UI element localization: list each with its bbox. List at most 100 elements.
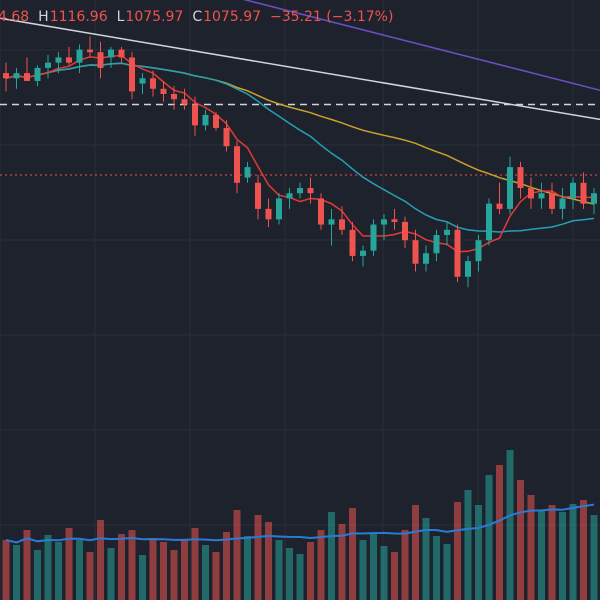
candle-body xyxy=(223,127,230,147)
volume-bar xyxy=(233,510,241,600)
volume-bar xyxy=(34,550,41,600)
candle-body xyxy=(475,240,482,262)
candle-body xyxy=(234,146,240,183)
volume-bar xyxy=(191,528,199,600)
candle-body xyxy=(318,198,324,225)
candle-body xyxy=(570,182,576,199)
volume-bar xyxy=(97,520,104,600)
candle-body xyxy=(160,88,167,94)
volume-bar xyxy=(286,548,293,600)
candle-body xyxy=(391,219,398,222)
candle-body xyxy=(307,188,314,194)
candle-body xyxy=(13,73,20,79)
volume-bar xyxy=(506,450,514,600)
volume-bar xyxy=(559,512,566,600)
volume-bar xyxy=(349,508,356,600)
volume-bar xyxy=(23,530,31,600)
volume-bar xyxy=(538,510,545,600)
candle-body xyxy=(213,114,219,128)
volume-ma xyxy=(5,503,595,544)
candle-body xyxy=(108,49,114,58)
volume-bar xyxy=(254,515,262,600)
candle-body xyxy=(255,182,261,209)
volume-bar xyxy=(517,480,524,600)
volume-bar xyxy=(475,505,482,600)
volume-bar xyxy=(244,536,251,600)
candle-body xyxy=(76,49,83,63)
candle-body xyxy=(538,193,545,199)
candle-body xyxy=(45,62,51,68)
candle-body xyxy=(276,198,282,220)
candle-body xyxy=(66,57,72,63)
candle-body xyxy=(24,73,30,81)
candle-body xyxy=(202,114,209,126)
volume-bar xyxy=(296,554,304,600)
volume-bar xyxy=(496,465,503,600)
long-ma-line xyxy=(242,0,600,92)
volume-bar xyxy=(401,530,409,600)
volume-bar xyxy=(44,535,52,600)
volume-bar xyxy=(454,502,461,600)
volume-bar xyxy=(118,534,125,600)
volume-bar xyxy=(338,524,346,600)
candle-body xyxy=(370,224,377,251)
volume-bar xyxy=(2,540,10,600)
candles xyxy=(3,36,597,288)
ma-mid-line xyxy=(5,62,595,233)
volume-bar xyxy=(590,515,598,600)
trendlines[interactable] xyxy=(0,0,600,121)
candle-body xyxy=(3,73,9,79)
volume-bar xyxy=(86,552,94,600)
volume-bars xyxy=(2,450,598,600)
candle-body xyxy=(339,219,345,230)
high-label: H xyxy=(38,9,49,25)
candle-body xyxy=(423,253,429,264)
volume-bar xyxy=(412,505,419,600)
low-label: L xyxy=(116,9,125,25)
candle-body xyxy=(549,193,555,209)
volume-bar xyxy=(55,542,62,600)
volume-bar xyxy=(370,534,377,600)
candle-body xyxy=(528,188,534,199)
moving-averages xyxy=(5,54,595,253)
candle-body xyxy=(139,78,146,84)
candle-body xyxy=(402,221,408,241)
candle-body xyxy=(244,167,251,178)
ohlc-legend: 4.68 H1116.96 L1075.97 C1075.97 −35.21 (−3.1… xyxy=(0,7,402,27)
candle-body xyxy=(265,208,272,220)
candle-body xyxy=(496,203,503,209)
volume-bar xyxy=(307,542,314,600)
volume-ma-line xyxy=(5,503,595,544)
candle-body xyxy=(55,57,62,63)
volume-bar xyxy=(380,546,388,600)
volume-bar xyxy=(548,505,556,600)
volume-bar xyxy=(317,530,325,600)
volume-bar xyxy=(580,500,587,600)
candle-body xyxy=(360,250,366,256)
candle-body xyxy=(286,193,293,199)
volume-bar xyxy=(265,522,272,600)
candle-body xyxy=(118,49,125,58)
volume-bar xyxy=(485,475,493,600)
volume-bar xyxy=(13,545,20,600)
candle-body xyxy=(192,104,198,126)
candle-body xyxy=(87,49,93,53)
volume-bar xyxy=(328,512,335,600)
candle-body xyxy=(591,193,597,204)
high-value: 1116.96 xyxy=(49,9,108,25)
candle-body xyxy=(97,52,104,68)
volume-bar xyxy=(422,518,430,600)
volume-bar xyxy=(181,540,188,600)
volume-bar xyxy=(107,548,115,600)
candle-body xyxy=(507,167,513,209)
volume-bar xyxy=(433,536,440,600)
candle-body xyxy=(129,57,135,92)
candle-body xyxy=(433,235,440,254)
horizontal-levels[interactable] xyxy=(0,103,600,176)
volume-bar xyxy=(527,495,535,600)
candle-body xyxy=(517,167,524,188)
volume-bar xyxy=(275,540,283,600)
candle-body xyxy=(559,198,566,209)
